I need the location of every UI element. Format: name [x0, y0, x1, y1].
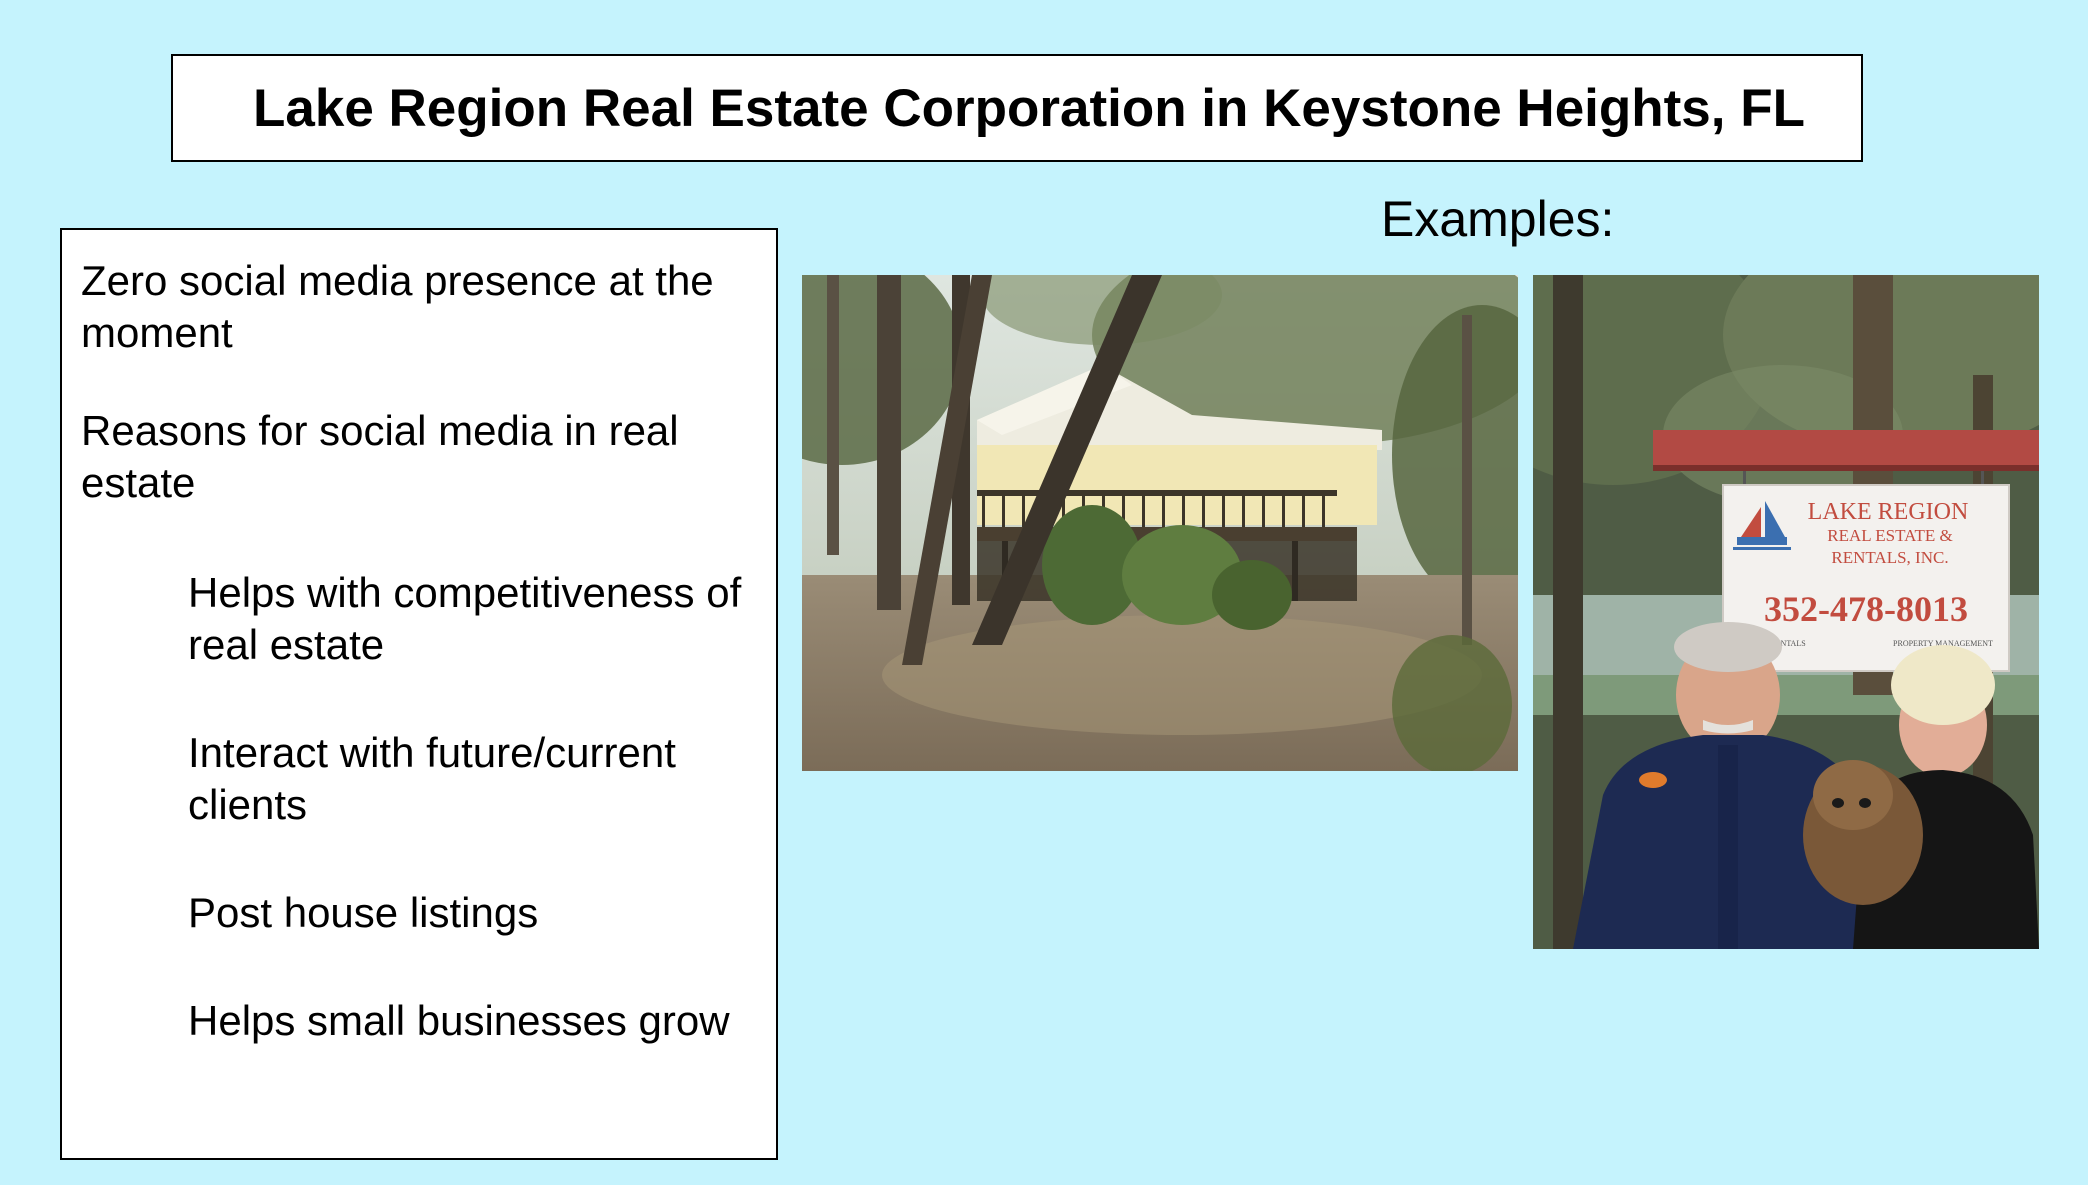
slide-title: Lake Region Real Estate Corporation in K…: [253, 79, 1805, 138]
sub-point-listings: Post house listings: [188, 889, 539, 936]
sub-point-competitiveness: Helps with competitiveness of real estat…: [188, 569, 742, 668]
point-reasons: Reasons for social media in real estate: [81, 407, 679, 506]
sign-line2: REAL ESTATE &: [1827, 526, 1953, 545]
sign-line3: RENTALS, INC.: [1831, 548, 1948, 567]
title-box: Lake Region Real Estate Corporation in K…: [171, 54, 1863, 162]
sub-point-interact: Interact with future/current clients: [188, 729, 676, 828]
sign-footer-right: PROPERTY MANAGEMENT: [1893, 639, 1993, 648]
sign-footer-left: RENTALS: [1770, 639, 1805, 648]
house-photo: [802, 275, 1518, 771]
bullet-box: Zero social media presence at the moment…: [60, 228, 778, 1160]
sign-line1: LAKE REGION: [1808, 499, 1969, 525]
point-social-presence: Zero social media presence at the moment: [81, 257, 714, 356]
examples-label: Examples:: [1381, 191, 1615, 247]
sub-point-small-business: Helps small businesses grow: [188, 997, 730, 1044]
sign-phone: 352-478-8013: [1764, 589, 1968, 629]
owners-sign-photo: LAKE REGION REAL ESTATE & RENTALS, INC. …: [1533, 275, 2039, 949]
